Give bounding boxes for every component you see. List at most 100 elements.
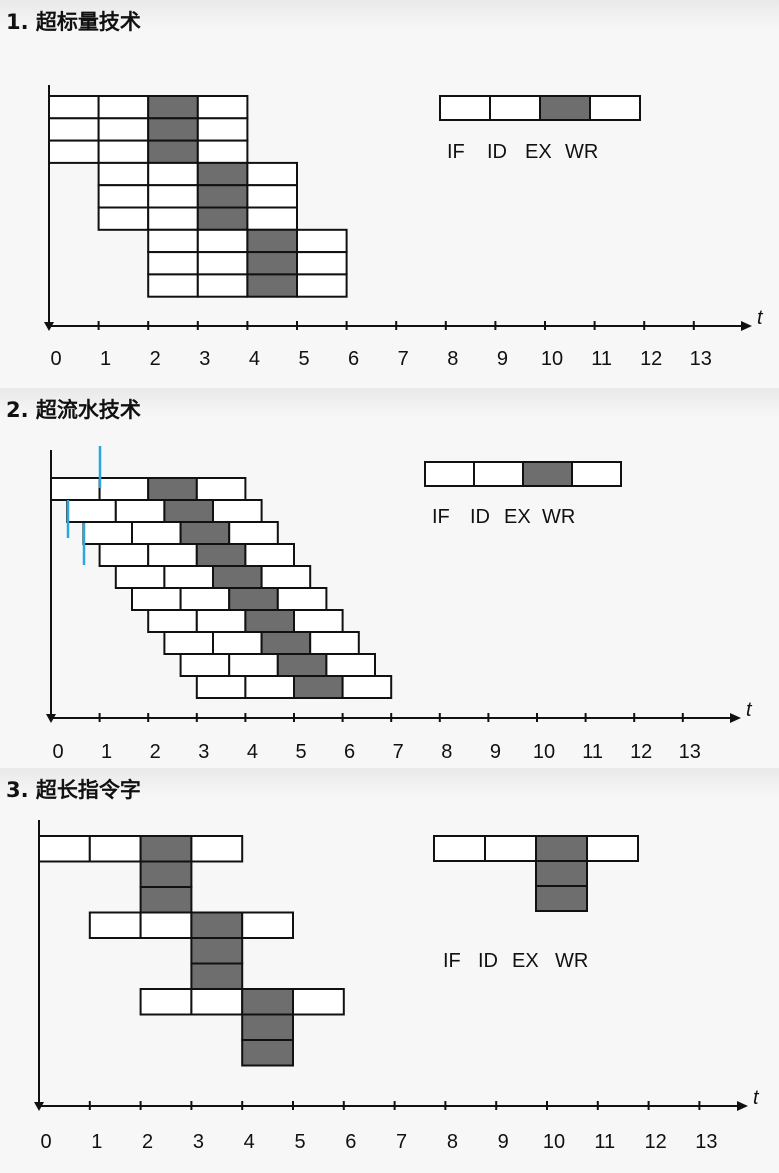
x-axis-number: 8	[441, 741, 452, 763]
instruction-stage-cell	[147, 117, 199, 142]
legend-stage-cell	[586, 835, 639, 862]
legend-parallel-ex-cell	[535, 860, 588, 887]
x-axis-number: 12	[630, 741, 652, 763]
x-axis-number: 2	[150, 741, 161, 763]
x-axis-number: 2	[142, 1131, 153, 1153]
instruction-stage-cell	[190, 911, 244, 939]
instruction-stage-cell	[163, 499, 214, 523]
instruction-stage-cell	[212, 631, 263, 655]
legend-stage-label: EX	[512, 950, 539, 972]
instruction-stage-cell	[196, 251, 249, 276]
instruction-stage-cell	[147, 184, 199, 209]
legend-stage-label: IF	[443, 950, 461, 972]
parallel-ex-cell	[241, 1013, 294, 1041]
instruction-stage-cell	[196, 273, 249, 298]
instruction-stage-cell	[244, 675, 295, 699]
instruction-stage-cell	[276, 653, 328, 677]
legend-stage-cell	[484, 835, 537, 862]
instruction-stage-cell	[147, 95, 199, 120]
x-axis-number: 13	[695, 1131, 717, 1153]
parallel-ex-cell	[190, 962, 244, 990]
instruction-stage-cell	[147, 228, 199, 254]
parallel-ex-cell	[139, 886, 193, 914]
x-axis-number: 0	[50, 348, 61, 370]
legend-stage-cell	[535, 835, 588, 862]
instruction-stage-cell	[241, 911, 294, 939]
x-axis-number: 5	[295, 741, 306, 763]
x-axis-number: 1	[91, 1131, 102, 1153]
section-title-superpipeline: 2. 超流水技术	[6, 398, 141, 422]
x-axis-number: 7	[396, 1131, 407, 1153]
instruction-stage-cell	[147, 609, 198, 633]
instruction-stage-cell	[66, 499, 117, 523]
instruction-stage-cell	[147, 139, 199, 164]
x-axis-number: 6	[344, 741, 355, 763]
x-axis-number: 9	[490, 741, 501, 763]
x-axis-number: 13	[679, 741, 701, 763]
legend-stage-label: ID	[487, 141, 507, 163]
instruction-stage-cell	[195, 609, 247, 633]
instruction-stage-cell	[114, 499, 166, 523]
section-title-vliw: 3. 超长指令字	[6, 778, 141, 802]
instruction-stage-cell	[325, 653, 376, 677]
parallel-ex-cell	[190, 937, 244, 965]
legend-stage-label: EX	[525, 141, 552, 163]
x-axis-number: 0	[52, 741, 63, 763]
x-axis-arrow	[741, 321, 752, 331]
instruction-stage-cell	[196, 161, 249, 187]
parallel-ex-cell	[241, 1039, 294, 1067]
instruction-stage-cell	[260, 565, 312, 589]
x-axis-number: 13	[690, 348, 712, 370]
legend-stage-cell	[489, 95, 541, 121]
instruction-stage-cell	[97, 184, 150, 209]
legend-stage-label: WR	[542, 506, 575, 528]
t-axis-label: t	[746, 699, 753, 721]
legend-stage-cell	[439, 95, 491, 121]
legend-stage-label: ID	[470, 506, 490, 528]
instruction-stage-cell	[228, 521, 279, 545]
instruction-stage-cell	[131, 587, 182, 611]
x-axis-number: 10	[533, 741, 555, 763]
instruction-stage-cell	[97, 161, 150, 187]
instruction-stage-cell	[246, 251, 298, 276]
x-axis-number: 2	[150, 348, 161, 370]
instruction-stage-cell	[341, 675, 393, 699]
x-axis-number: 7	[393, 741, 404, 763]
x-axis-number: 3	[199, 348, 210, 370]
vliw-panel: 3. 超长指令字 0 1 2 3 4 5 6 7 8 9 10 11 12 13 t IF ID EX WR	[0, 768, 779, 1173]
instruction-stage-cell	[190, 988, 244, 1016]
instruction-stage-cell	[98, 477, 150, 501]
x-axis-number: 11	[594, 1131, 615, 1153]
instruction-stage-cell	[179, 653, 231, 677]
instruction-stage-cell	[296, 273, 348, 298]
superscalar-panel: 1. 超标量技术 0 1 2 3 4 5 6 7 8 9 10 11 12 13 t IF ID EX WR	[0, 0, 779, 388]
x-axis-number: 4	[249, 348, 260, 370]
legend-stage-label: WR	[555, 950, 588, 972]
x-axis-number: 6	[345, 1131, 356, 1153]
instruction-stage-cell	[228, 587, 279, 611]
legend-stage-label: ID	[478, 950, 498, 972]
instruction-stage-cell	[228, 653, 279, 677]
legend-stage-cell	[473, 461, 524, 487]
instruction-stage-cell	[147, 251, 199, 276]
instruction-stage-cell	[163, 565, 214, 589]
instruction-stage-cell	[296, 251, 348, 276]
instruction-stage-cell	[179, 521, 231, 545]
instruction-stage-cell	[97, 117, 150, 142]
x-axis-number: 1	[100, 348, 111, 370]
x-axis-number: 12	[640, 348, 662, 370]
x-axis-number: 5	[298, 348, 309, 370]
instruction-stage-cell	[276, 587, 328, 611]
x-axis-number: 12	[644, 1131, 666, 1153]
x-axis-number: 9	[498, 1131, 509, 1153]
instruction-stage-cell	[195, 675, 247, 699]
instruction-stage-cell	[190, 835, 244, 863]
x-axis-number: 7	[398, 348, 409, 370]
instruction-stage-cell	[195, 477, 247, 501]
t-axis-label: t	[757, 307, 764, 329]
x-axis-number: 8	[447, 1131, 458, 1153]
x-axis-number: 6	[348, 348, 359, 370]
